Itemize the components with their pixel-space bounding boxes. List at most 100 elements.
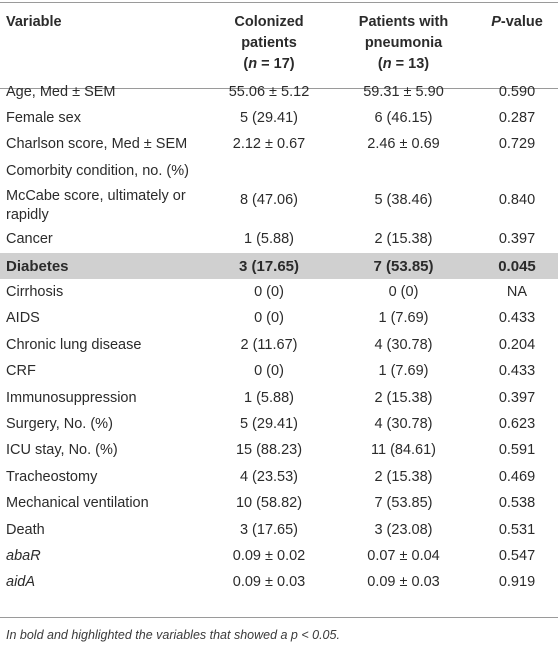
row-pneumonia: 3 (23.08) [374,521,433,538]
table-header-row: Variable Colonized patients (n = 17) Pat… [0,3,558,79]
row-pvalue: 0.531 [498,521,536,538]
row-pneumonia: 4 (30.78) [374,415,433,432]
row-colonized: 15 (88.23) [235,442,303,459]
row-label: Female sex [6,110,81,127]
row-pvalue: 0.547 [498,547,536,564]
row-label: abaR [6,547,41,564]
table-row: Comorbity condition, no. (%) [0,158,558,184]
row-colonized: 1 (5.88) [244,389,294,406]
header-colonized-n: (n = 17) [243,56,295,72]
row-pneumonia: 2 (15.38) [374,468,433,485]
table-row: Mechanical ventilation 10 (58.82) 7 (53.… [0,490,558,516]
row-pneumonia: 59.31 ± 5.90 [363,83,444,100]
row-colonized: 3 (17.65) [239,521,299,538]
table-row: Chronic lung disease 2 (11.67) 4 (30.78)… [0,332,558,358]
comparison-table: Variable Colonized patients (n = 17) Pat… [0,3,558,596]
table-row: Surgery, No. (%) 5 (29.41) 4 (30.78) 0.6… [0,411,558,437]
row-label: Diabetes [0,252,207,280]
row-label: CRF [6,363,36,380]
row-pvalue: 0.729 [498,136,536,153]
row-pvalue: 0.538 [498,495,536,512]
table-bottom-rule [0,617,558,618]
row-label: Cancer [6,231,53,248]
table-header-rule [0,88,558,89]
row-colonized: 0.09 ± 0.03 [232,574,306,591]
row-label: Age, Med ± SEM [6,83,116,100]
row-label: Immunosuppression [6,389,137,406]
row-pvalue: 0.204 [498,336,536,353]
row-label: Surgery, No. (%) [6,415,113,432]
table-row: Immunosuppression 1 (5.88) 2 (15.38) 0.3… [0,385,558,411]
row-colonized: 0.09 ± 0.02 [232,547,306,564]
row-label: AIDS [6,310,40,327]
row-label: Cirrhosis [6,284,64,301]
row-colonized [207,158,331,184]
row-colonized: 5 (29.41) [239,110,299,127]
row-pvalue: 0.591 [498,442,536,459]
row-colonized: 0 (0) [254,284,284,301]
row-pvalue [476,158,558,184]
header-pneumonia-line1: Patients with [358,14,449,30]
header-pneumonia-n: (n = 13) [377,56,430,72]
row-colonized: 3 (17.65) [207,252,331,280]
table-row: CRF 0 (0) 1 (7.69) 0.433 [0,359,558,385]
header-variable: Variable [6,14,62,30]
row-colonized: 1 (5.88) [244,231,294,248]
row-pneumonia: 11 (84.61) [370,442,437,459]
header-colonized: Colonized patients (n = 17) [207,3,331,79]
table-row: Cancer 1 (5.88) 2 (15.38) 0.397 [0,227,558,253]
row-label: Mechanical ventilation [6,495,149,512]
row-pneumonia [331,158,476,184]
row-pvalue: 0.045 [476,252,558,280]
row-colonized: 0 (0) [254,363,284,380]
table-row: Cirrhosis 0 (0) 0 (0) NA [0,279,558,305]
row-label: Charlson score, Med ± SEM [6,136,188,153]
row-label: McCabe score, ultimately or rapidly [6,187,186,223]
row-colonized: 4 (23.53) [239,468,299,485]
row-pvalue: 0.397 [498,231,536,248]
header-pneumonia: Patients with pneumonia (n = 13) [331,3,476,79]
row-colonized: 2.12 ± 0.67 [232,136,306,153]
row-pvalue: 0.469 [498,468,536,485]
row-label: Chronic lung disease [6,336,142,353]
table-row: McCabe score, ultimately or rapidly 8 (4… [0,185,558,227]
row-pneumonia: 2 (15.38) [374,231,433,248]
row-label: Death [6,521,45,538]
table-top-rule [0,2,558,3]
table-footnote: In bold and highlighted the variables th… [6,628,340,642]
row-pvalue: 0.840 [498,191,536,208]
row-pneumonia: 1 (7.69) [378,310,429,327]
row-label: Tracheostomy [6,468,98,485]
row-pvalue: NA [506,284,528,301]
table-row: Charlson score, Med ± SEM 2.12 ± 0.67 2.… [0,132,558,158]
row-pvalue: 0.433 [498,363,536,380]
row-pneumonia: 0 (0) [388,284,419,301]
row-pneumonia: 7 (53.85) [374,495,433,512]
row-colonized: 0 (0) [254,310,284,327]
table-row: aidA 0.09 ± 0.03 0.09 ± 0.03 0.919 [0,570,558,596]
row-pvalue: 0.397 [498,389,536,406]
row-pneumonia: 1 (7.69) [378,363,429,380]
header-pvalue: P-value [491,14,543,30]
row-pvalue: 0.919 [498,574,536,591]
row-colonized: 8 (47.06) [239,191,299,208]
row-pneumonia: 0.07 ± 0.04 [367,547,440,564]
table-row: abaR 0.09 ± 0.02 0.07 ± 0.04 0.547 [0,543,558,569]
header-colonized-line2: patients [241,35,297,51]
table-row: Age, Med ± SEM 55.06 ± 5.12 59.31 ± 5.90… [0,79,558,105]
row-pneumonia: 7 (53.85) [331,252,476,280]
table-row: Tracheostomy 4 (23.53) 2 (15.38) 0.469 [0,464,558,490]
row-colonized: 5 (29.41) [239,415,299,432]
row-colonized: 55.06 ± 5.12 [228,83,310,100]
table-row: Female sex 5 (29.41) 6 (46.15) 0.287 [0,105,558,131]
row-label: aidA [6,574,36,591]
row-pvalue: 0.287 [498,110,536,127]
row-pneumonia: 4 (30.78) [374,336,433,353]
table-row-highlighted: Diabetes 3 (17.65) 7 (53.85) 0.045 [0,252,558,280]
row-pneumonia: 2.46 ± 0.69 [367,136,440,153]
row-pneumonia: 0.09 ± 0.03 [367,574,440,591]
header-pneumonia-line2: pneumonia [364,35,443,51]
row-pvalue: 0.623 [498,415,536,432]
row-pvalue: 0.590 [498,83,536,100]
